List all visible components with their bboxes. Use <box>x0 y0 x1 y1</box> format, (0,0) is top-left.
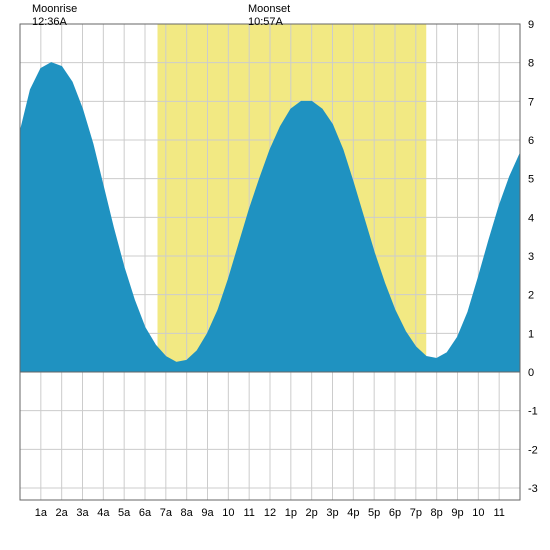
tide-chart: Moonrise 12:36A Moonset 10:57A -3-2-1012… <box>0 0 550 550</box>
moonrise-label: Moonrise 12:36A <box>32 3 77 29</box>
x-tick-label: 10 <box>472 507 484 519</box>
chart-svg: -3-2-101234567891a2a3a4a5a6a7a8a9a101112… <box>0 0 550 550</box>
x-tick-label: 9p <box>451 507 463 519</box>
x-tick-label: 12 <box>264 507 276 519</box>
x-tick-label: 8p <box>431 507 443 519</box>
y-tick-label: -3 <box>528 483 538 495</box>
x-tick-label: 5p <box>368 507 380 519</box>
moonrise-time: 12:36A <box>32 16 77 29</box>
y-tick-label: 0 <box>528 367 534 379</box>
y-tick-label: 8 <box>528 58 534 70</box>
x-tick-label: 9a <box>201 507 214 519</box>
moonset-label: Moonset 10:57A <box>248 3 290 29</box>
x-tick-label: 6a <box>139 507 152 519</box>
y-tick-label: 7 <box>528 96 534 108</box>
y-tick-label: 5 <box>528 174 534 186</box>
y-tick-label: 2 <box>528 290 534 302</box>
x-tick-label: 7p <box>410 507 422 519</box>
x-axis-ticks: 1a 2a 3a 4a 5a 6a 7a 8a 9a 10 11 12 1p 2p 3p 4p 5p 6p 7p 8p… <box>35 507 505 519</box>
x-tick-label: 5a <box>118 507 131 519</box>
y-tick-label: 3 <box>528 251 534 263</box>
x-tick-label: 11 <box>493 507 504 519</box>
x-tick-label: 11 <box>243 507 254 519</box>
x-tick-label: 2a <box>56 507 69 519</box>
y-tick-label: 6 <box>528 135 534 147</box>
moonset-title: Moonset <box>248 3 290 16</box>
moonrise-title: Moonrise <box>32 3 77 16</box>
x-tick-label: 4p <box>347 507 359 519</box>
y-tick-label: -1 <box>528 406 538 418</box>
x-tick-label: 7a <box>160 507 173 519</box>
x-tick-label: 1a <box>35 507 48 519</box>
y-tick-label: 9 <box>528 19 534 31</box>
x-tick-label: 6p <box>389 507 401 519</box>
x-tick-label: 1p <box>285 507 297 519</box>
x-tick-label: 4a <box>97 507 110 519</box>
x-tick-label: 3a <box>76 507 89 519</box>
y-tick-label: 1 <box>528 328 534 340</box>
moonset-time: 10:57A <box>248 16 290 29</box>
x-tick-label: 10 <box>222 507 234 519</box>
y-tick-label: 4 <box>528 212 534 224</box>
x-tick-label: 8a <box>181 507 194 519</box>
x-tick-label: 3p <box>326 507 338 519</box>
x-tick-label: 2p <box>306 507 318 519</box>
y-tick-label: -2 <box>528 444 538 456</box>
